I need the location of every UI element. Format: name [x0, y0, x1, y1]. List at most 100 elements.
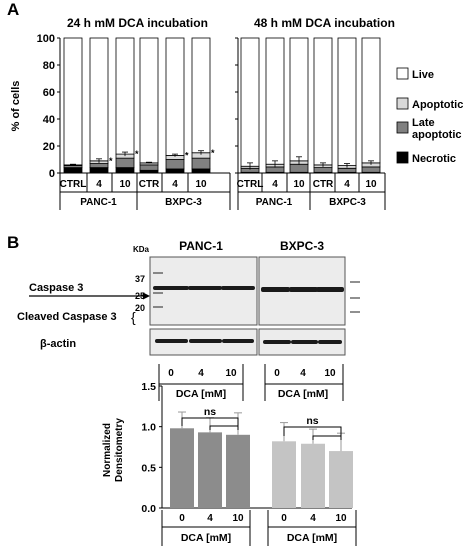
- x-tick-label: 4: [310, 513, 316, 524]
- bar-segment-late-apoptotic: [361, 166, 381, 173]
- x-tick-label: 4: [207, 513, 213, 524]
- left-chart-title: 24 h mM DCA incubation: [67, 16, 208, 30]
- x-tick-label: 4: [344, 179, 350, 190]
- bar-segment-necrotic: [191, 168, 211, 174]
- bar-segment-live: [165, 37, 185, 156]
- kda-label: KDa: [133, 245, 150, 254]
- panel-a-label: A: [7, 0, 19, 19]
- x-tick-label: CTRL: [237, 179, 264, 190]
- x-tick-label: 10: [119, 179, 131, 190]
- blot-title-panc1: PANC-1: [179, 239, 223, 253]
- x-tick-label: 10: [335, 513, 347, 524]
- x-tick-label: CTR: [139, 179, 160, 190]
- dose-axis-bxpc3: DCA [mM]: [278, 388, 328, 400]
- dose-axis-panc1: DCA [mM]: [176, 388, 226, 400]
- actin-band: [291, 340, 318, 344]
- significance-star: *: [211, 148, 215, 158]
- x-tick-label: CTRL: [60, 179, 87, 190]
- bar-segment-late-apoptotic: [289, 163, 309, 173]
- x-tick-label: 4: [172, 179, 178, 190]
- legend-swatch: [396, 151, 409, 164]
- caspase3-arrow-head: [143, 292, 150, 300]
- bar-segment-necrotic: [63, 167, 83, 174]
- bar-segment-late-apoptotic: [115, 157, 135, 168]
- density-bar: [329, 451, 353, 508]
- density-bar: [198, 432, 222, 508]
- actin-band: [222, 339, 254, 343]
- actin-band: [318, 340, 342, 344]
- bar-segment-necrotic: [165, 168, 185, 174]
- bar-segment-necrotic: [139, 169, 159, 174]
- x-axis-label: DCA [mM]: [181, 532, 231, 544]
- dose-label-panc1-4: 4: [198, 368, 204, 379]
- ns-bracket: [181, 417, 239, 426]
- x-tick-label: CTR: [313, 179, 334, 190]
- legend-swatch: [396, 67, 409, 80]
- dose-label-panc1-10: 10: [225, 368, 237, 379]
- group-label: PANC-1: [80, 197, 117, 208]
- x-tick-label: 4: [272, 179, 278, 190]
- y-tick-label: 1.0: [141, 422, 156, 434]
- y-tick-label: 0.5: [141, 462, 156, 474]
- density-bar: [170, 428, 194, 508]
- y-tick-label: 1.5: [141, 381, 156, 393]
- bar-segment-late-apoptotic: [191, 157, 211, 170]
- group-label: BXPC-3: [329, 197, 366, 208]
- bar-segment-live: [139, 37, 159, 164]
- ns-bracket: [312, 435, 342, 440]
- bar-segment-live: [115, 37, 135, 155]
- x-axis-label: DCA [mM]: [287, 532, 337, 544]
- bar-segment-late-apoptotic: [313, 167, 333, 173]
- bar-segment-necrotic: [89, 167, 109, 174]
- bar-segment-live: [63, 37, 83, 166]
- group-label: BXPC-3: [165, 197, 202, 208]
- caspase3-band: [289, 287, 318, 292]
- x-tick-label: 4: [96, 179, 102, 190]
- actin-label: β-actin: [40, 338, 76, 350]
- density-bar: [272, 441, 296, 508]
- dens-y-label-line2: Densitometry: [114, 418, 125, 482]
- legend-swatch: [396, 121, 409, 134]
- bar-segment-live: [289, 37, 309, 162]
- bar-segment-late-apoptotic: [89, 163, 109, 169]
- dose-label-bxpc3-0: 0: [274, 368, 280, 379]
- bar-segment-live: [265, 37, 285, 165]
- actin-band: [263, 340, 291, 344]
- bar-segment-necrotic: [115, 167, 135, 174]
- y-tick-label: 80: [43, 60, 55, 72]
- density-bar: [301, 443, 325, 508]
- bar-segment-live: [240, 37, 260, 167]
- ns-label: ns: [306, 415, 318, 427]
- panel-b-label: B: [7, 233, 19, 252]
- y-tick-label: 0: [49, 168, 55, 180]
- blot-bands: [153, 272, 360, 401]
- density-bar: [226, 434, 250, 508]
- actin-band: [155, 339, 188, 343]
- significance-star: *: [185, 150, 189, 160]
- y-axis-label: % of cells: [10, 81, 22, 132]
- legend-label: Live: [412, 69, 434, 81]
- mw-20: 20: [135, 303, 145, 313]
- actin-band: [189, 339, 222, 343]
- bar-segment-live: [191, 37, 211, 154]
- cleaved-brace: {: [131, 309, 136, 325]
- bar-segment-late-apoptotic: [265, 166, 285, 173]
- y-tick-label: 60: [43, 87, 55, 99]
- caspase3-band: [316, 287, 344, 292]
- ns-bracket: [283, 426, 342, 436]
- caspase3-label: Caspase 3: [29, 282, 83, 294]
- dose-label-panc1-0: 0: [168, 368, 174, 379]
- right-chart-title: 48 h mM DCA incubation: [254, 16, 395, 30]
- bar-segment-late-apoptotic: [139, 164, 159, 171]
- bar-segment-late-apoptotic: [337, 167, 357, 173]
- legend-label: Late: [412, 117, 435, 129]
- bar-segment-live: [313, 37, 333, 166]
- ns-bracket: [209, 425, 239, 430]
- y-tick-label: 20: [43, 141, 55, 153]
- ns-label: ns: [204, 406, 216, 418]
- caspase3-band: [153, 286, 189, 290]
